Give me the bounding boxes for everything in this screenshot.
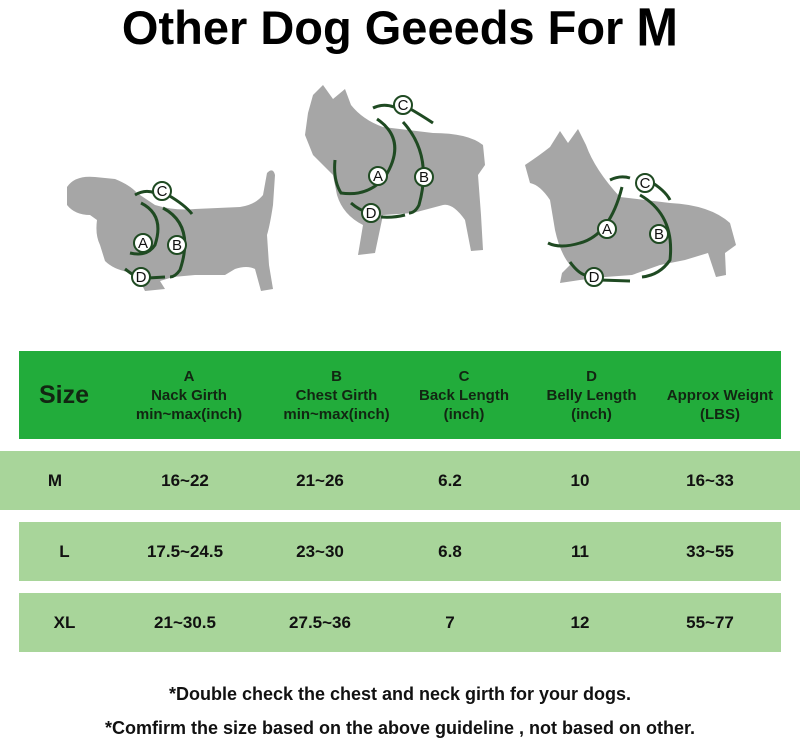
header-size: Size	[38, 380, 90, 409]
cell-chest: 23~30	[296, 541, 344, 561]
table-row: M 16~22 21~26 6.2 10 16~33	[0, 451, 800, 510]
svg-text:D: D	[589, 269, 600, 286]
table-row: XL 21~30.5 27.5~36 7 12 55~77	[19, 593, 781, 652]
header-neck-girth: A Nack Girth min~max(inch)	[135, 367, 243, 423]
title-text: Other Dog Geeeds For	[121, 1, 624, 54]
cell-belly: 11	[571, 541, 589, 561]
svg-text:A: A	[373, 168, 383, 185]
svg-text:D: D	[366, 205, 377, 222]
table-row: L 17.5~24.5 23~30 6.8 11 33~55	[19, 522, 781, 581]
cell-belly: 12	[570, 612, 590, 632]
dog-silhouette	[525, 129, 736, 283]
cell-chest: 27.5~36	[289, 612, 351, 632]
note-double-check: *Double check the chest and neck girth f…	[168, 684, 632, 704]
cell-neck: 21~30.5	[154, 612, 216, 632]
svg-text:C: C	[640, 175, 651, 192]
cell-weight: 33~55	[686, 541, 734, 561]
cell-neck: 17.5~24.5	[146, 541, 224, 561]
dog-silhouette	[305, 85, 485, 255]
french-bulldog-diagram: C A B D	[305, 85, 485, 255]
cell-chest: 21~26	[296, 470, 344, 490]
svg-text:B: B	[654, 226, 664, 243]
title-size-letter: M	[636, 0, 679, 58]
measurement-diagrams: C A B D C A B D	[0, 70, 800, 330]
svg-text:B: B	[172, 237, 182, 254]
svg-text:A: A	[602, 221, 612, 238]
cell-back: 6.8	[438, 541, 462, 561]
header-back-length: C Back Length (inch)	[418, 367, 509, 423]
page-title: Other Dog Geeeds For M	[0, 0, 800, 58]
cell-back: 6.2	[438, 470, 462, 490]
corgi-diagram: C A B D	[525, 129, 736, 287]
svg-text:B: B	[419, 169, 429, 186]
svg-text:D: D	[136, 269, 147, 286]
cell-weight: 55~77	[686, 612, 734, 632]
note-confirm-size: *Comfirm the size based on the above gui…	[104, 718, 696, 738]
header-chest-girth: B Chest Girth min~max(inch)	[283, 367, 390, 423]
cell-belly: 10	[570, 470, 590, 490]
header-belly-length: D Belly Length (inch)	[546, 367, 637, 423]
basset-hound-diagram: C A B D	[67, 170, 275, 291]
cell-neck: 16~22	[161, 470, 209, 490]
table-header: Size A Nack Girth min~max(inch) B Chest …	[19, 351, 781, 439]
dog-silhouette	[67, 170, 275, 291]
svg-text:C: C	[398, 97, 409, 114]
header-approx-weight: Approx Weignt (LBS)	[666, 386, 774, 423]
cell-size: L	[59, 541, 70, 561]
cell-back: 7	[445, 612, 455, 632]
cell-size: M	[47, 470, 63, 490]
svg-text:A: A	[138, 235, 148, 252]
svg-text:C: C	[157, 183, 168, 200]
cell-weight: 16~33	[686, 470, 734, 490]
cell-size: XL	[53, 612, 76, 632]
